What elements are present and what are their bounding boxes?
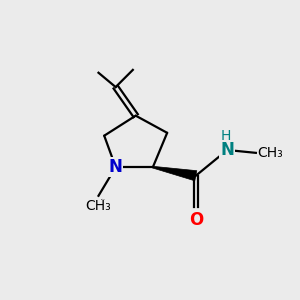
Text: O: O <box>189 211 203 229</box>
Text: N: N <box>220 141 234 159</box>
Text: CH₃: CH₃ <box>85 199 111 213</box>
Text: methyl: methyl <box>101 199 106 200</box>
Polygon shape <box>153 166 197 181</box>
Text: N: N <box>109 158 123 176</box>
Text: CH₃: CH₃ <box>257 146 283 160</box>
Text: H: H <box>220 129 231 143</box>
